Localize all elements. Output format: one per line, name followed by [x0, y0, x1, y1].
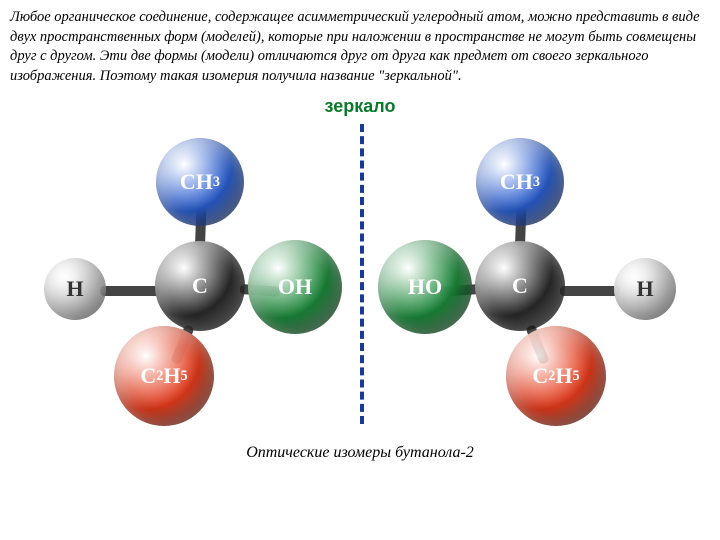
mirror-label: зеркало: [325, 96, 396, 117]
atom-ch3: CH3: [156, 138, 244, 226]
bond: [100, 286, 160, 296]
atom-oh: HO: [378, 240, 472, 334]
mirror-line: [360, 124, 364, 424]
intro-paragraph: Любое органическое соединение, содержаще…: [10, 8, 710, 86]
atom-h: H: [614, 258, 676, 320]
molecule-right: CH3 CH HO C2H5: [380, 136, 680, 426]
atom-ch3: CH3: [476, 138, 564, 226]
diagram: зеркало CH3CHOHC2H5 CH3CHHOC2H5: [10, 96, 710, 436]
atom-oh: OH: [248, 240, 342, 334]
atom-c2h5: C2H5: [114, 326, 214, 426]
atom-central: C: [155, 241, 245, 331]
atom-central: C: [475, 241, 565, 331]
molecule-left: CH3 CH OH C2H5: [40, 136, 340, 426]
atom-h: H: [44, 258, 106, 320]
caption: Оптические изомеры бутанола-2: [10, 444, 710, 462]
bond: [560, 286, 620, 296]
atom-c2h5: C2H5: [506, 326, 606, 426]
